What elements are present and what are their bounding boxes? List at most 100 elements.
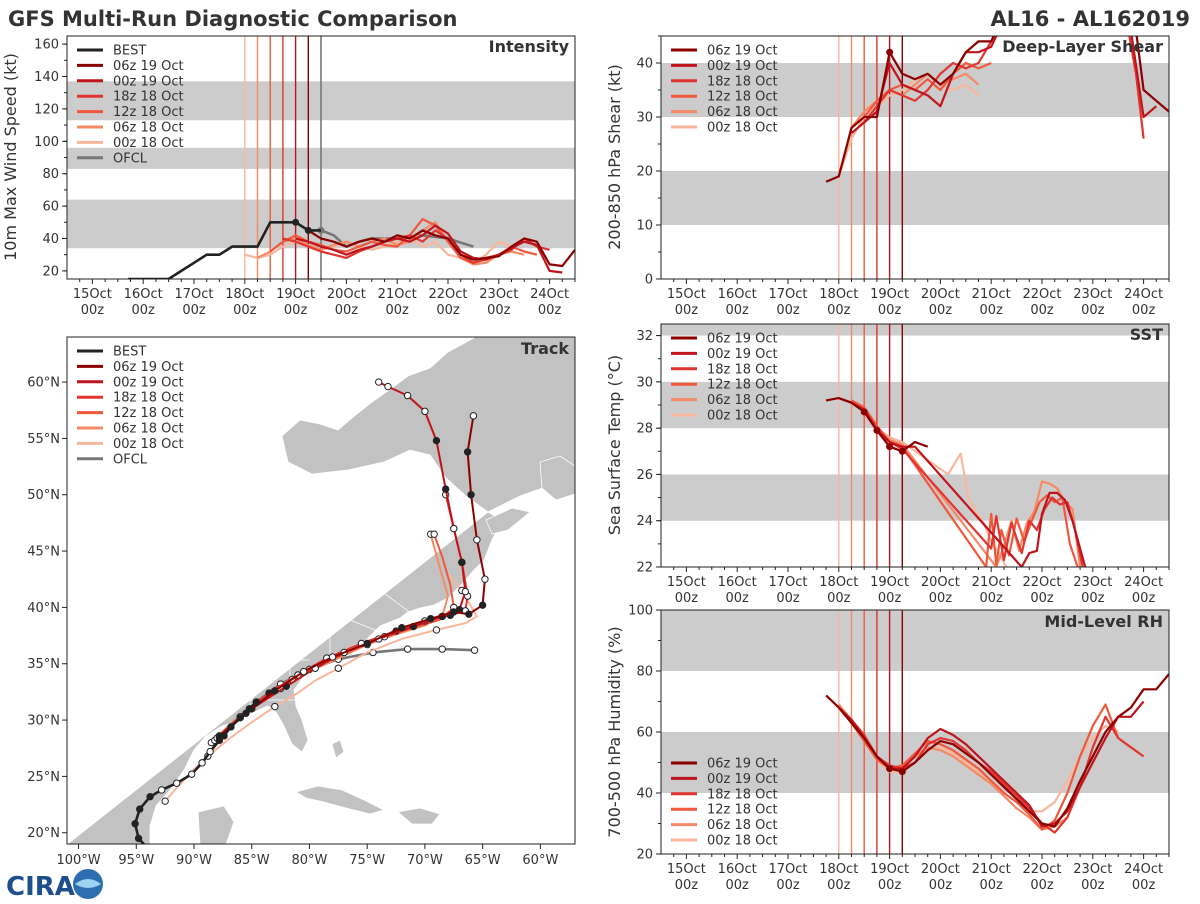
track-point-best bbox=[134, 834, 143, 843]
track-point-00z-18-oct bbox=[432, 626, 441, 634]
land-cuba bbox=[294, 785, 386, 815]
rh-series-00z-18-oct bbox=[837, 703, 1119, 813]
rh-plot-area: 2040608010015Oct00z16Oct00z17Oct00z18Oct… bbox=[628, 604, 1170, 893]
sst-x-tick-day: 22Oct bbox=[1022, 575, 1061, 590]
legend-item-best: BEST bbox=[77, 44, 146, 59]
sst-band bbox=[661, 381, 1169, 429]
track-frame bbox=[66, 336, 576, 845]
track-point-06z-19-oct bbox=[467, 491, 475, 499]
track-axes: 100°W 95°W 90°W 85°W 80°W 75°W 70°W 65°W 60°W 20°… bbox=[27, 376, 558, 868]
legend-label: 12z 18 Oct bbox=[707, 90, 778, 105]
shear-panel-title: Deep-Layer Shear bbox=[1002, 37, 1163, 56]
intensity-x-tick-hour: 00z bbox=[436, 303, 460, 318]
legend-item-18z-18-oct: 18z 18 Oct bbox=[671, 787, 778, 802]
lake-michigan bbox=[276, 538, 288, 580]
sst-series-18z-18-oct bbox=[863, 408, 1084, 567]
track-point-best bbox=[131, 820, 139, 828]
legend-label: 06z 19 Oct bbox=[707, 757, 778, 772]
land-yucatan bbox=[197, 805, 235, 844]
track-x-tick-label: 60°W bbox=[522, 853, 558, 868]
sst-x-tick-hour: 00z bbox=[1132, 591, 1156, 606]
shear-x-tick-hour: 00z bbox=[1081, 303, 1105, 318]
sst-x-tick-day: 15Oct bbox=[667, 575, 706, 590]
track-point-06z-19-oct bbox=[398, 623, 406, 632]
track-point-best bbox=[215, 736, 224, 745]
legend-label: 18z 18 Oct bbox=[707, 74, 778, 89]
intensity-x-tick-hour: 00z bbox=[182, 303, 206, 318]
lake-erie bbox=[316, 576, 350, 594]
track-y-tick-label: 40°N bbox=[27, 601, 60, 616]
legend-label: 06z 19 Oct bbox=[707, 44, 778, 59]
track-x-tick-label: 65°W bbox=[465, 853, 501, 868]
shear-x-tick-hour: 00z bbox=[1030, 303, 1054, 318]
intensity-series-06z-18-oct bbox=[257, 221, 525, 266]
track-point-best bbox=[245, 705, 254, 713]
shear-series-06z-18-oct bbox=[837, 72, 980, 177]
legend-label: 06z 19 Oct bbox=[113, 59, 184, 74]
rh-x-tick-day: 23Oct bbox=[1073, 862, 1112, 877]
intensity-x-tick-hour: 00z bbox=[284, 303, 308, 318]
legend-item-06z-19-oct: 06z 19 Oct bbox=[671, 332, 778, 347]
legend-item-06z-18-oct: 06z 18 Oct bbox=[77, 422, 184, 437]
legend-label: 06z 18 Oct bbox=[707, 105, 778, 120]
sst-y-tick-label: 32 bbox=[636, 329, 653, 344]
track-x-tick-label: 95°W bbox=[118, 853, 154, 868]
storm-id: AL16 - AL162019 bbox=[991, 7, 1191, 31]
land-nova-scotia bbox=[485, 507, 531, 535]
intensity-series-06z-19-oct bbox=[307, 229, 575, 268]
track-y-tick-label: 45°N bbox=[27, 545, 60, 560]
state-lines bbox=[67, 500, 421, 730]
rh-panel: 2040608010015Oct00z16Oct00z17Oct00z18Oct… bbox=[605, 604, 1170, 893]
legend-label: 00z 18 Oct bbox=[707, 834, 778, 849]
legend-item-00z-18-oct: 00z 18 Oct bbox=[671, 121, 778, 136]
shear-y-tick-label: 40 bbox=[636, 57, 653, 72]
rh-panel-title: Mid-Level RH bbox=[1044, 612, 1163, 631]
lake-ontario bbox=[350, 566, 372, 576]
shear-x-tick-day: 18Oct bbox=[819, 287, 858, 302]
track-x-tick-label: 75°W bbox=[349, 853, 385, 868]
sst-plot-area: 22242628303215Oct00z16Oct00z17Oct00z18Oc… bbox=[636, 323, 1170, 606]
track-y-tick-label: 35°N bbox=[27, 657, 60, 672]
track-point-00z-19-oct bbox=[461, 587, 470, 596]
legend-label: 12z 18 Oct bbox=[707, 378, 778, 393]
legend-label: 00z 18 Oct bbox=[707, 121, 778, 136]
legend-item-00z-19-oct: 00z 19 Oct bbox=[77, 375, 184, 390]
sst-x-tick-day: 16Oct bbox=[718, 575, 757, 590]
sst-x-tick-day: 24Oct bbox=[1124, 575, 1163, 590]
cira-logo-text: CIRA bbox=[6, 872, 75, 900]
track-panel-title: Track bbox=[521, 339, 569, 358]
sst-x-tick-day: 18Oct bbox=[819, 575, 858, 590]
legend-item-18z-18-oct: 18z 18 Oct bbox=[671, 362, 778, 377]
track-point-06z-19-oct bbox=[481, 575, 489, 583]
legend-label: 06z 18 Oct bbox=[113, 121, 184, 136]
legend-label: 18z 18 Oct bbox=[707, 362, 778, 377]
rh-x-tick-day: 22Oct bbox=[1022, 862, 1061, 877]
intensity-x-tick-day: 20Oct bbox=[327, 287, 366, 302]
track-point-ofcl bbox=[438, 645, 446, 653]
sst-y-axis-label: Sea Surface Temp (°C) bbox=[605, 355, 624, 535]
legend-item-00z-18-oct: 00z 18 Oct bbox=[77, 437, 184, 452]
shear-y-tick-label: 30 bbox=[636, 111, 653, 126]
legend-label: OFCL bbox=[113, 452, 148, 467]
sst-x-tick-hour: 00z bbox=[878, 591, 902, 606]
rh-point-06z-19-oct bbox=[898, 768, 906, 776]
track-point-best bbox=[206, 747, 214, 756]
legend-label: 00z 19 Oct bbox=[113, 74, 184, 89]
legend-label: BEST bbox=[113, 44, 146, 59]
shear-x-tick-hour: 00z bbox=[980, 303, 1004, 318]
legend-label: 06z 18 Oct bbox=[113, 422, 184, 437]
shear-panel: 01020304015Oct00z16Oct00z17Oct00z18Oct00… bbox=[605, 35, 1170, 318]
intensity-x-tick-hour: 00z bbox=[487, 303, 511, 318]
track-point-00z-18-oct bbox=[161, 797, 169, 805]
sst-band bbox=[661, 474, 1169, 521]
sst-x-tick-hour: 00z bbox=[827, 591, 851, 606]
shear-x-tick-day: 15Oct bbox=[667, 287, 706, 302]
shear-x-tick-day: 22Oct bbox=[1022, 287, 1061, 302]
intensity-y-tick-label: 60 bbox=[42, 200, 59, 215]
track-y-tick-label: 50°N bbox=[27, 488, 60, 503]
intensity-y-tick-label: 80 bbox=[42, 167, 59, 182]
shear-x-tick-day: 23Oct bbox=[1073, 287, 1112, 302]
intensity-y-axis-label: 10m Max Wind Speed (kt) bbox=[1, 53, 20, 261]
legend-label: 12z 18 Oct bbox=[113, 105, 184, 120]
